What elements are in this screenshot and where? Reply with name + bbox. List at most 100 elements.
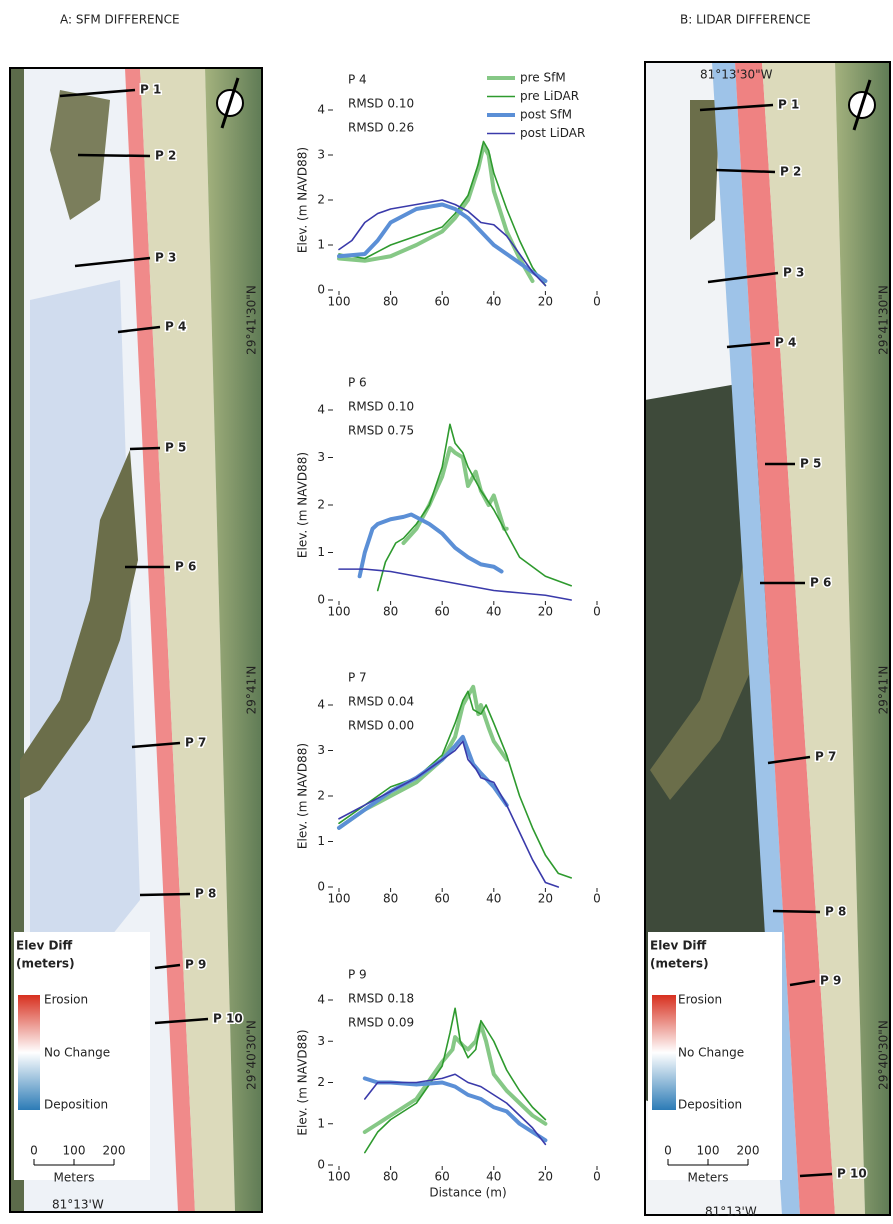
profile-label: P 10 [837,1167,867,1181]
legend-label: Erosion [678,993,722,1007]
profile-label: P 10 [213,1012,243,1026]
x-tick-label: 40 [486,295,501,309]
y-tick-label: 3 [317,1034,325,1048]
profile-label: P 3 [155,251,176,265]
profile-line [139,892,191,897]
profile-line-series [337,734,509,830]
latitude-label: 29°40'30"N [877,1020,891,1090]
profile-label: P 4 [165,320,186,334]
scale-label: 200 [103,1144,126,1158]
rmsd-label: RMSD 0.10 [348,400,414,414]
x-tick-label: 40 [486,605,501,619]
profile-line-series [338,199,547,287]
profile-label: P 9 [820,974,841,988]
x-tick-label: 80 [383,295,398,309]
profile-label: P 8 [825,905,846,919]
profile-line-series [338,140,547,287]
y-tick-label: 3 [317,148,325,162]
y-tick-label: 1 [317,1116,325,1130]
profile-label: P 4 [775,336,796,350]
legend-label: post SfM [520,108,572,122]
profile-label: P 7 [185,736,206,750]
y-tick-label: 3 [317,743,325,757]
x-tick-label: 0 [593,295,601,309]
profile-line [726,341,771,349]
legend-label: post LiDAR [520,126,585,140]
profile-line [131,741,181,749]
legend-label: Deposition [44,1098,108,1112]
profile-label: P 2 [780,165,801,179]
profile-line [799,1172,833,1178]
y-tick-label: 2 [317,1075,325,1089]
y-tick-label: 0 [317,283,325,297]
y-tick-label: 2 [317,789,325,803]
profile-line-series [401,446,509,545]
x-tick-label: 100 [328,605,351,619]
estuary [20,450,138,800]
profile-line-series [337,202,548,283]
map-frame [9,67,263,1213]
legend-label: Deposition [678,1098,742,1112]
legend-label: No Change [44,1046,110,1060]
chart-title: P 6 [348,376,367,390]
marsh [690,100,720,240]
north-arrow [848,79,876,131]
legend-label: Erosion [44,993,88,1007]
erosion-band [735,62,835,1215]
profile-label: P 7 [815,750,836,764]
legend-label: pre SfM [520,71,566,85]
profile-line [772,909,821,914]
longitude-label: 81°13'W [52,1198,104,1212]
longitude-label: 81°13'W [705,1205,757,1219]
map-frame [644,61,891,1216]
x-tick-label: 100 [328,295,351,309]
sand [762,62,865,1215]
y-tick-label: 2 [317,193,325,207]
latitude-label: 29°41'30"N [245,285,259,355]
profile-label: P 6 [810,576,831,590]
scale-label: 0 [664,1144,672,1158]
profile-label: P 6 [175,560,196,574]
profile-line [129,446,161,451]
profile-line-series [376,423,572,592]
legend-title: (meters) [16,957,75,971]
y-tick-label: 0 [317,1158,325,1172]
x-tick-label: 80 [383,892,398,906]
x-tick-label: 60 [435,295,450,309]
map-a [9,67,263,1213]
profile-line-series [338,740,560,888]
profile-line [74,256,151,268]
scale-label: 100 [63,1144,86,1158]
sand [140,68,235,1212]
y-tick-label: 1 [317,545,325,559]
ocean [205,68,262,1212]
y-axis-label: Elev. (m NAVD88) [296,452,310,558]
y-tick-label: 3 [317,450,325,464]
deposition-band [712,62,800,1215]
y-axis-label: Elev. (m NAVD88) [296,1029,310,1135]
y-axis-label: Elev. (m NAVD88) [296,147,310,253]
map-title: B: LIDAR DIFFERENCE [680,13,811,27]
ocean [835,62,890,1215]
chart-title: P 9 [348,968,367,982]
legend-label: No Change [678,1046,744,1060]
x-tick-label: 80 [383,1170,398,1184]
map-b [644,61,891,1216]
x-tick-label: 80 [383,605,398,619]
y-tick-label: 1 [317,238,325,252]
x-tick-label: 20 [538,1170,553,1184]
latitude-label: 29°41'N [245,666,259,715]
profile-line-series [338,568,572,601]
rmsd-label: RMSD 0.18 [348,992,414,1006]
y-tick-label: 2 [317,498,325,512]
legend-title: (meters) [650,957,709,971]
rmsd-label: RMSD 0.09 [348,1016,414,1030]
x-tick-label: 100 [328,1170,351,1184]
profile-line-series [362,1022,548,1134]
x-tick-label: 40 [486,892,501,906]
rmsd-label: RMSD 0.00 [348,719,414,733]
profile-line [59,88,136,98]
chart-title: P 4 [348,73,367,87]
x-tick-label: 0 [593,605,601,619]
